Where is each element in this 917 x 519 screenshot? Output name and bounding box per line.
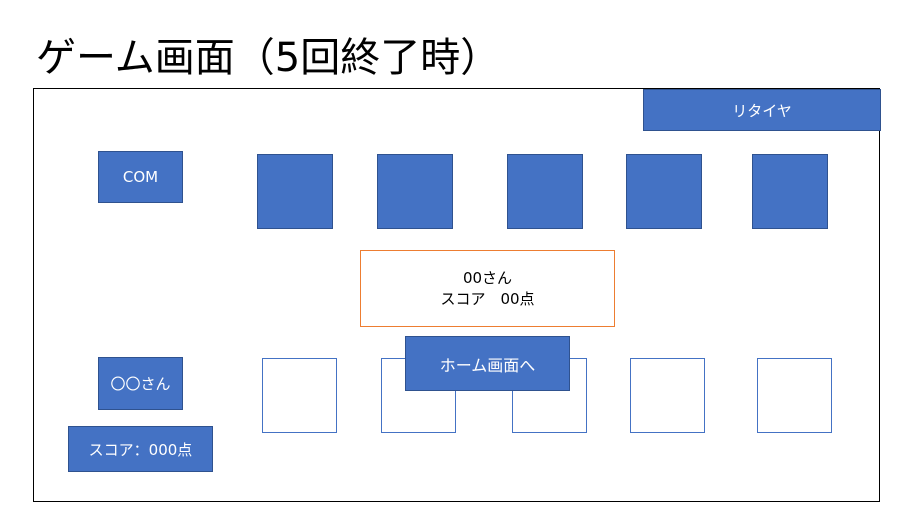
com-card-3	[507, 154, 583, 229]
result-box: 00さん スコア 00点	[360, 250, 615, 327]
com-card-2	[377, 154, 453, 229]
com-card-4	[626, 154, 702, 229]
player-label: 〇〇さん	[98, 357, 183, 410]
home-button[interactable]: ホーム画面へ	[405, 336, 570, 391]
player-card-4[interactable]	[630, 358, 705, 433]
result-player-name: 00さん	[462, 268, 513, 287]
game-frame	[33, 88, 880, 502]
player-card-5[interactable]	[757, 358, 832, 433]
com-card-5	[752, 154, 828, 229]
com-label: COM	[98, 151, 183, 203]
page-title: ゲーム画面（5回終了時）	[36, 35, 501, 81]
com-card-1	[257, 154, 333, 229]
retire-button[interactable]: リタイヤ	[643, 89, 881, 131]
player-score: スコア：000点	[68, 426, 213, 472]
result-score: スコア 00点	[440, 289, 535, 308]
player-card-1[interactable]	[262, 358, 337, 433]
